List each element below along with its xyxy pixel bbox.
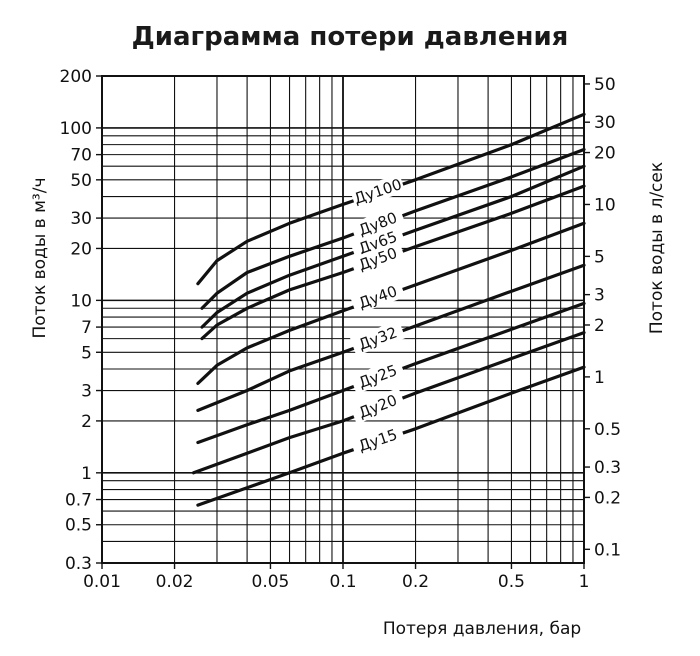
x-tick-label: 0.1 <box>329 572 356 592</box>
y-right-tick-label: 1 <box>594 368 605 388</box>
series-label-bg <box>349 387 406 425</box>
series-label: Ду25 <box>356 361 399 392</box>
x-tick-label: 1 <box>579 572 590 592</box>
x-tick-label: 0.5 <box>498 572 525 592</box>
series-line <box>196 221 586 385</box>
y-axis-title-left: Поток воды в м³/ч <box>30 178 50 339</box>
y-left-tick-label: 5 <box>81 343 92 363</box>
x-axis-title: Потеря давления, бар <box>383 619 581 639</box>
series-label-bg <box>350 224 406 261</box>
y-right-tick-label: 10 <box>594 195 616 215</box>
y-left-tick-label: 0.7 <box>65 491 92 511</box>
y-right-tick-label: 0.2 <box>594 488 621 508</box>
series-line <box>196 263 586 412</box>
series-label-bg <box>350 240 406 277</box>
series-label-group: Ду15 <box>350 422 406 458</box>
y-left-tick-label: 200 <box>60 67 92 87</box>
y-right-tick-label: 20 <box>594 144 616 164</box>
series-label-bg <box>350 279 406 315</box>
series-line <box>196 112 586 286</box>
x-tick-label: 0.02 <box>156 572 194 592</box>
y-left-tick-label: 30 <box>70 209 92 229</box>
y-right-tick-label: 5 <box>594 247 605 267</box>
series-label: Ду32 <box>356 323 399 353</box>
series-label: Ду15 <box>356 425 399 455</box>
y-left-tick-label: 20 <box>70 239 92 259</box>
y-left-tick-label: 2 <box>81 412 92 432</box>
series-line <box>200 164 586 329</box>
grid-layer <box>101 75 585 564</box>
y-right-tick-label: 2 <box>594 316 605 336</box>
y-left-tick-label: 3 <box>81 382 92 402</box>
y-left-tick-label: 50 <box>70 171 92 191</box>
series-line <box>200 184 586 341</box>
series-label-bg <box>349 358 406 395</box>
series-label-bg <box>349 205 406 242</box>
y-left-tick-label: 100 <box>60 119 92 139</box>
x-tick-label: 0.05 <box>252 572 290 592</box>
chart-title: Диаграмма потери давления <box>131 22 569 52</box>
y-axis-title-right: Поток воды в л/сек <box>647 162 667 334</box>
y-right-tick-label: 0.3 <box>594 458 621 478</box>
series-layer <box>192 112 586 507</box>
y-left-tick-label: 1 <box>81 464 92 484</box>
x-tick-label: 0.2 <box>402 572 429 592</box>
y-right-tick-label: 30 <box>594 113 616 133</box>
series-line <box>196 365 586 507</box>
y-left-tick-label: 7 <box>81 318 92 338</box>
x-tick-label: 0.01 <box>83 572 121 592</box>
series-label-bg <box>350 320 406 356</box>
y-left-tick-label: 0.3 <box>65 554 92 574</box>
series-line <box>200 147 586 310</box>
series-label-group: Ду32 <box>350 320 406 356</box>
y-right-tick-label: 3 <box>594 286 605 306</box>
series-label-bg <box>350 173 406 209</box>
y-left-tick-label: 0.5 <box>65 516 92 536</box>
y-right-tick-label: 50 <box>594 75 616 95</box>
y-right-tick-label: 0.5 <box>594 420 621 440</box>
series-label-group: Ду100 <box>350 173 406 209</box>
series-label-bg <box>350 422 406 458</box>
axes-layer <box>96 75 590 569</box>
y-left-tick-label: 70 <box>70 146 92 166</box>
y-left-tick-label: 10 <box>70 291 92 311</box>
series-label-group: Ду40 <box>350 279 406 315</box>
series-label: Ду20 <box>356 391 400 422</box>
y-right-tick-label: 0.1 <box>594 540 621 560</box>
labels-layer: 0.01 0.02 0.05 0.1 0.2 0.5 10.30.50.7123571020… <box>60 67 622 592</box>
series-line <box>192 331 586 475</box>
series-line <box>196 301 586 445</box>
